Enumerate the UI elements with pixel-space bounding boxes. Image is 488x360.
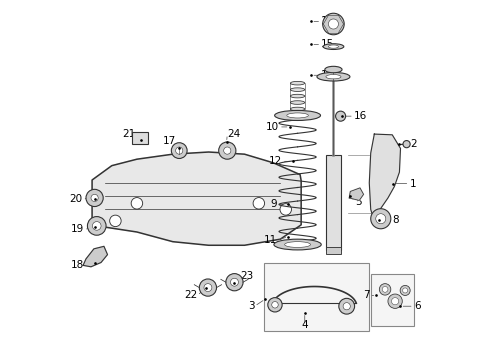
Polygon shape	[348, 188, 363, 201]
Circle shape	[267, 298, 282, 312]
Circle shape	[91, 194, 98, 202]
Circle shape	[280, 204, 291, 215]
Text: 5: 5	[354, 197, 361, 207]
Circle shape	[218, 142, 235, 159]
Text: 15: 15	[321, 40, 334, 49]
Circle shape	[171, 143, 187, 158]
Circle shape	[402, 288, 407, 293]
Circle shape	[271, 302, 278, 308]
Text: 24: 24	[227, 129, 240, 139]
Circle shape	[92, 222, 101, 230]
Circle shape	[382, 287, 387, 292]
Ellipse shape	[290, 94, 304, 98]
Bar	[131, 132, 148, 144]
Circle shape	[322, 13, 344, 35]
Circle shape	[402, 140, 409, 148]
Circle shape	[131, 198, 142, 209]
Circle shape	[109, 215, 121, 226]
Ellipse shape	[274, 111, 320, 121]
Text: 6: 6	[413, 301, 420, 311]
Text: 21: 21	[122, 129, 135, 139]
Circle shape	[379, 284, 390, 295]
Bar	[325, 155, 340, 250]
Text: 18: 18	[70, 260, 83, 270]
Ellipse shape	[286, 113, 308, 118]
Ellipse shape	[290, 107, 304, 111]
Text: 9: 9	[269, 199, 276, 210]
Text: 16: 16	[353, 111, 366, 121]
Text: 20: 20	[69, 194, 82, 204]
Text: 2: 2	[409, 139, 416, 149]
Circle shape	[370, 209, 390, 229]
Text: 23: 23	[240, 271, 253, 281]
Ellipse shape	[323, 44, 343, 49]
Circle shape	[225, 274, 243, 291]
Text: 11: 11	[263, 235, 276, 245]
Text: 12: 12	[268, 156, 281, 166]
Circle shape	[335, 111, 345, 121]
Circle shape	[387, 294, 402, 309]
Ellipse shape	[328, 45, 338, 48]
Circle shape	[399, 285, 409, 296]
Text: 7: 7	[362, 291, 368, 301]
Ellipse shape	[290, 81, 304, 85]
Circle shape	[328, 19, 338, 29]
Bar	[370, 274, 413, 326]
Text: 8: 8	[391, 215, 398, 225]
Text: 13: 13	[321, 70, 334, 80]
Circle shape	[203, 284, 211, 292]
Ellipse shape	[290, 88, 304, 91]
Circle shape	[86, 189, 103, 207]
Circle shape	[223, 147, 230, 154]
Ellipse shape	[316, 72, 349, 81]
Text: 19: 19	[70, 225, 83, 234]
Circle shape	[87, 217, 106, 235]
Ellipse shape	[284, 242, 310, 247]
Polygon shape	[368, 134, 400, 221]
Ellipse shape	[290, 101, 304, 104]
Ellipse shape	[273, 239, 321, 250]
Circle shape	[253, 198, 264, 209]
Circle shape	[199, 279, 216, 296]
Ellipse shape	[324, 66, 341, 73]
Text: 4: 4	[301, 320, 307, 330]
Text: 14: 14	[321, 17, 334, 27]
Text: 10: 10	[265, 122, 278, 132]
Ellipse shape	[325, 75, 340, 79]
Polygon shape	[92, 152, 301, 245]
Bar	[263, 263, 368, 331]
Circle shape	[391, 298, 398, 305]
Circle shape	[338, 298, 354, 314]
Bar	[325, 247, 341, 253]
Polygon shape	[83, 246, 107, 267]
Text: 22: 22	[183, 291, 197, 301]
Circle shape	[175, 147, 183, 154]
Circle shape	[343, 303, 349, 310]
Text: 1: 1	[408, 179, 415, 189]
Circle shape	[375, 214, 385, 224]
Circle shape	[230, 278, 238, 286]
Text: 17: 17	[162, 136, 175, 146]
Text: 3: 3	[247, 301, 254, 311]
